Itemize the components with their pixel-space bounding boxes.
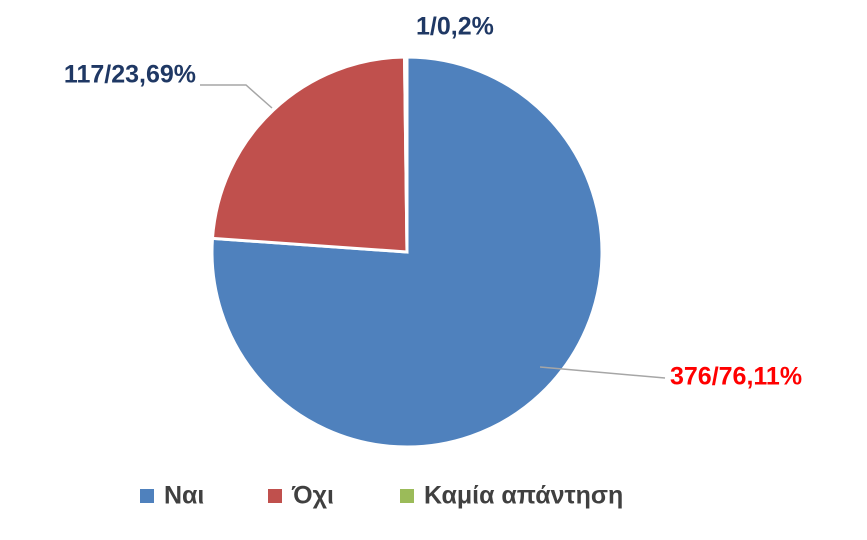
legend-swatch: [268, 489, 282, 503]
legend-swatch: [140, 489, 154, 503]
legend-label: Όχι: [291, 482, 334, 510]
pie-slice: [210, 55, 604, 449]
pie-slice: [403, 55, 409, 253]
leader-line: [200, 84, 273, 109]
leader-line: [539, 366, 666, 379]
legend-swatch: [400, 489, 414, 503]
legend-label: Ναι: [164, 482, 204, 510]
legend-label: Καμία απάντηση: [424, 482, 623, 510]
pie-slice: [210, 55, 409, 254]
data-label: 376/76,11%: [670, 363, 802, 391]
data-label: 117/23,69%: [64, 61, 196, 89]
data-label: 1/0,2%: [416, 13, 494, 41]
